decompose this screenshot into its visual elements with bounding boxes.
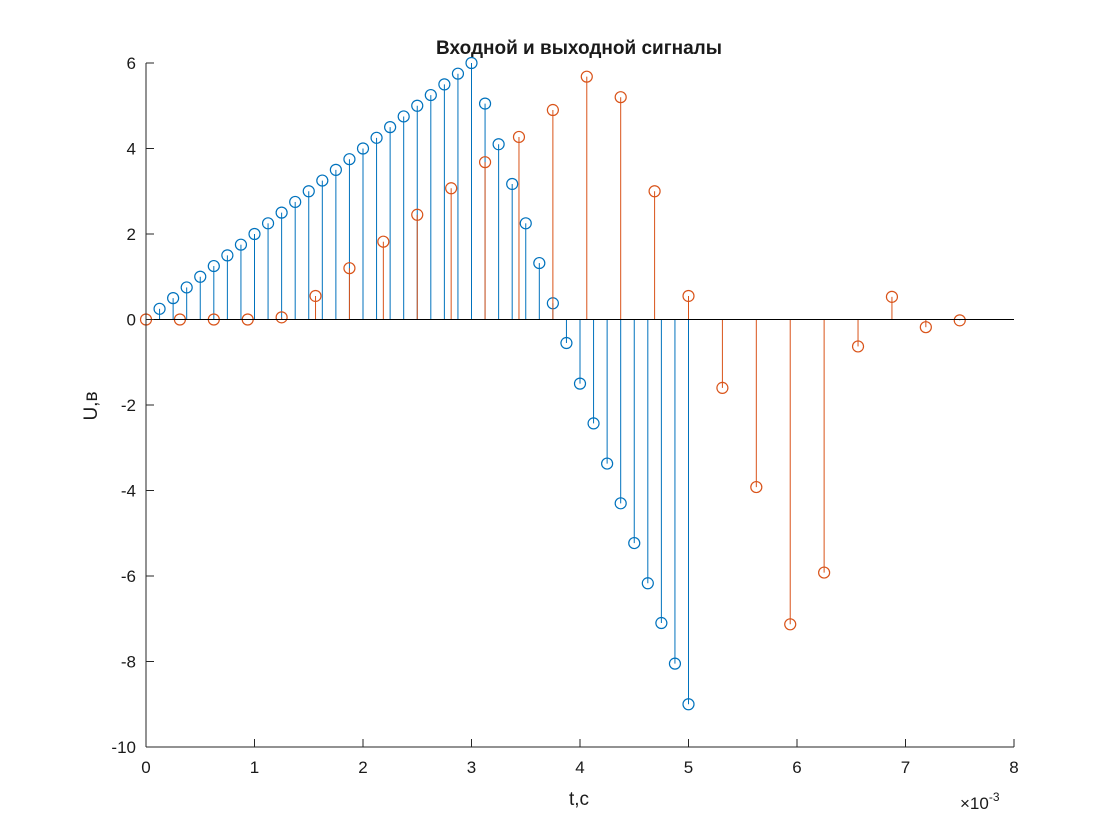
stem-marker — [953, 314, 966, 327]
stem-marker — [641, 577, 654, 590]
stem-marker — [682, 289, 695, 303]
stem-marker — [445, 182, 458, 195]
y-tick-label: -2 — [121, 396, 136, 415]
stem-marker — [302, 185, 315, 198]
stem-marker — [506, 177, 519, 191]
stem-marker — [560, 336, 573, 350]
stem-marker — [153, 302, 166, 315]
y-tick-label: 2 — [127, 225, 136, 244]
stem-marker — [180, 281, 193, 294]
x-tick-label: 0 — [141, 758, 150, 777]
stem-marker — [546, 103, 559, 117]
stem-marker — [818, 566, 831, 579]
stem-marker — [275, 311, 288, 324]
stem-marker — [343, 262, 356, 275]
stem-marker — [601, 457, 614, 470]
x-tick-label: 5 — [684, 758, 693, 777]
x-axis-label: t,c — [569, 789, 589, 810]
stem-marker — [587, 417, 600, 430]
stem-marker — [438, 78, 451, 91]
stem-marker — [275, 206, 288, 219]
x-multiplier: ×10-3 — [960, 790, 1000, 813]
stem-marker — [885, 290, 899, 303]
stem-marker — [411, 99, 424, 112]
stem-marker — [478, 156, 492, 169]
stem-marker — [465, 56, 478, 70]
y-tick-label: 0 — [127, 311, 136, 330]
y-tick-label: 6 — [127, 54, 136, 73]
stem-marker — [478, 97, 492, 110]
stem-marker — [533, 256, 546, 270]
x-tick-label: 6 — [792, 758, 801, 777]
stem-marker — [234, 238, 248, 251]
stem-marker — [384, 121, 397, 134]
x-multiplier-base: ×10 — [960, 794, 989, 813]
stem-marker — [512, 130, 526, 144]
stem-marker — [411, 208, 424, 221]
stem-marker — [682, 698, 695, 711]
axes-layer: 0 1 2 3 4 5 6 7 8 -10 -8 -6 -4 -2 0 2 4 6 — [111, 54, 1018, 777]
stem-marker — [221, 249, 234, 262]
stem-marker — [614, 91, 627, 104]
stem-marker — [194, 270, 207, 283]
stem-marker — [919, 321, 932, 334]
stem-marker — [329, 163, 342, 176]
stem-marker — [655, 616, 668, 630]
x-tick-label: 7 — [901, 758, 910, 777]
y-tick-label: -8 — [121, 653, 136, 672]
stem-marker — [492, 138, 505, 151]
stem-marker — [343, 153, 356, 166]
y-axis-label: U,в — [81, 391, 102, 420]
stem-marker — [668, 657, 682, 670]
stem-marker — [167, 292, 180, 305]
x-multiplier-exponent: -3 — [989, 790, 1000, 804]
stem-marker — [628, 536, 641, 550]
x-tick-label: 8 — [1009, 758, 1018, 777]
y-tick-label: -6 — [121, 567, 136, 586]
stem-marker — [397, 110, 410, 123]
stems-layer — [139, 56, 966, 711]
stem-marker — [309, 289, 322, 303]
stem-marker — [289, 195, 302, 209]
stem-marker — [750, 480, 763, 494]
x-tick-label: 4 — [575, 758, 584, 777]
y-tick-label: 4 — [127, 140, 136, 159]
stem-marker — [207, 259, 220, 273]
series-1 — [153, 56, 695, 711]
y-tick-label: -10 — [111, 738, 136, 757]
stem-marker — [377, 235, 390, 248]
stem-marker — [248, 227, 261, 241]
stem-marker — [716, 381, 729, 394]
series-2 — [139, 70, 966, 631]
stem-marker — [519, 217, 532, 230]
stem-marker — [316, 174, 329, 187]
x-tick-label: 2 — [358, 758, 367, 777]
x-tick-label: 3 — [467, 758, 476, 777]
stem-marker — [451, 67, 465, 80]
stem-marker — [648, 185, 661, 198]
stem-marker — [261, 217, 275, 230]
chart-title: Входной и выходной сигналы — [436, 38, 722, 59]
stem-marker — [614, 497, 627, 510]
y-tick-label: -4 — [121, 482, 136, 501]
stem-marker — [784, 618, 797, 631]
stem-marker — [851, 340, 865, 353]
x-tick-label: 1 — [250, 758, 259, 777]
stem-marker — [424, 88, 437, 102]
stem-marker — [356, 142, 370, 155]
stem-marker — [573, 377, 587, 390]
stem-marker — [580, 70, 593, 83]
stem-marker — [370, 131, 383, 144]
